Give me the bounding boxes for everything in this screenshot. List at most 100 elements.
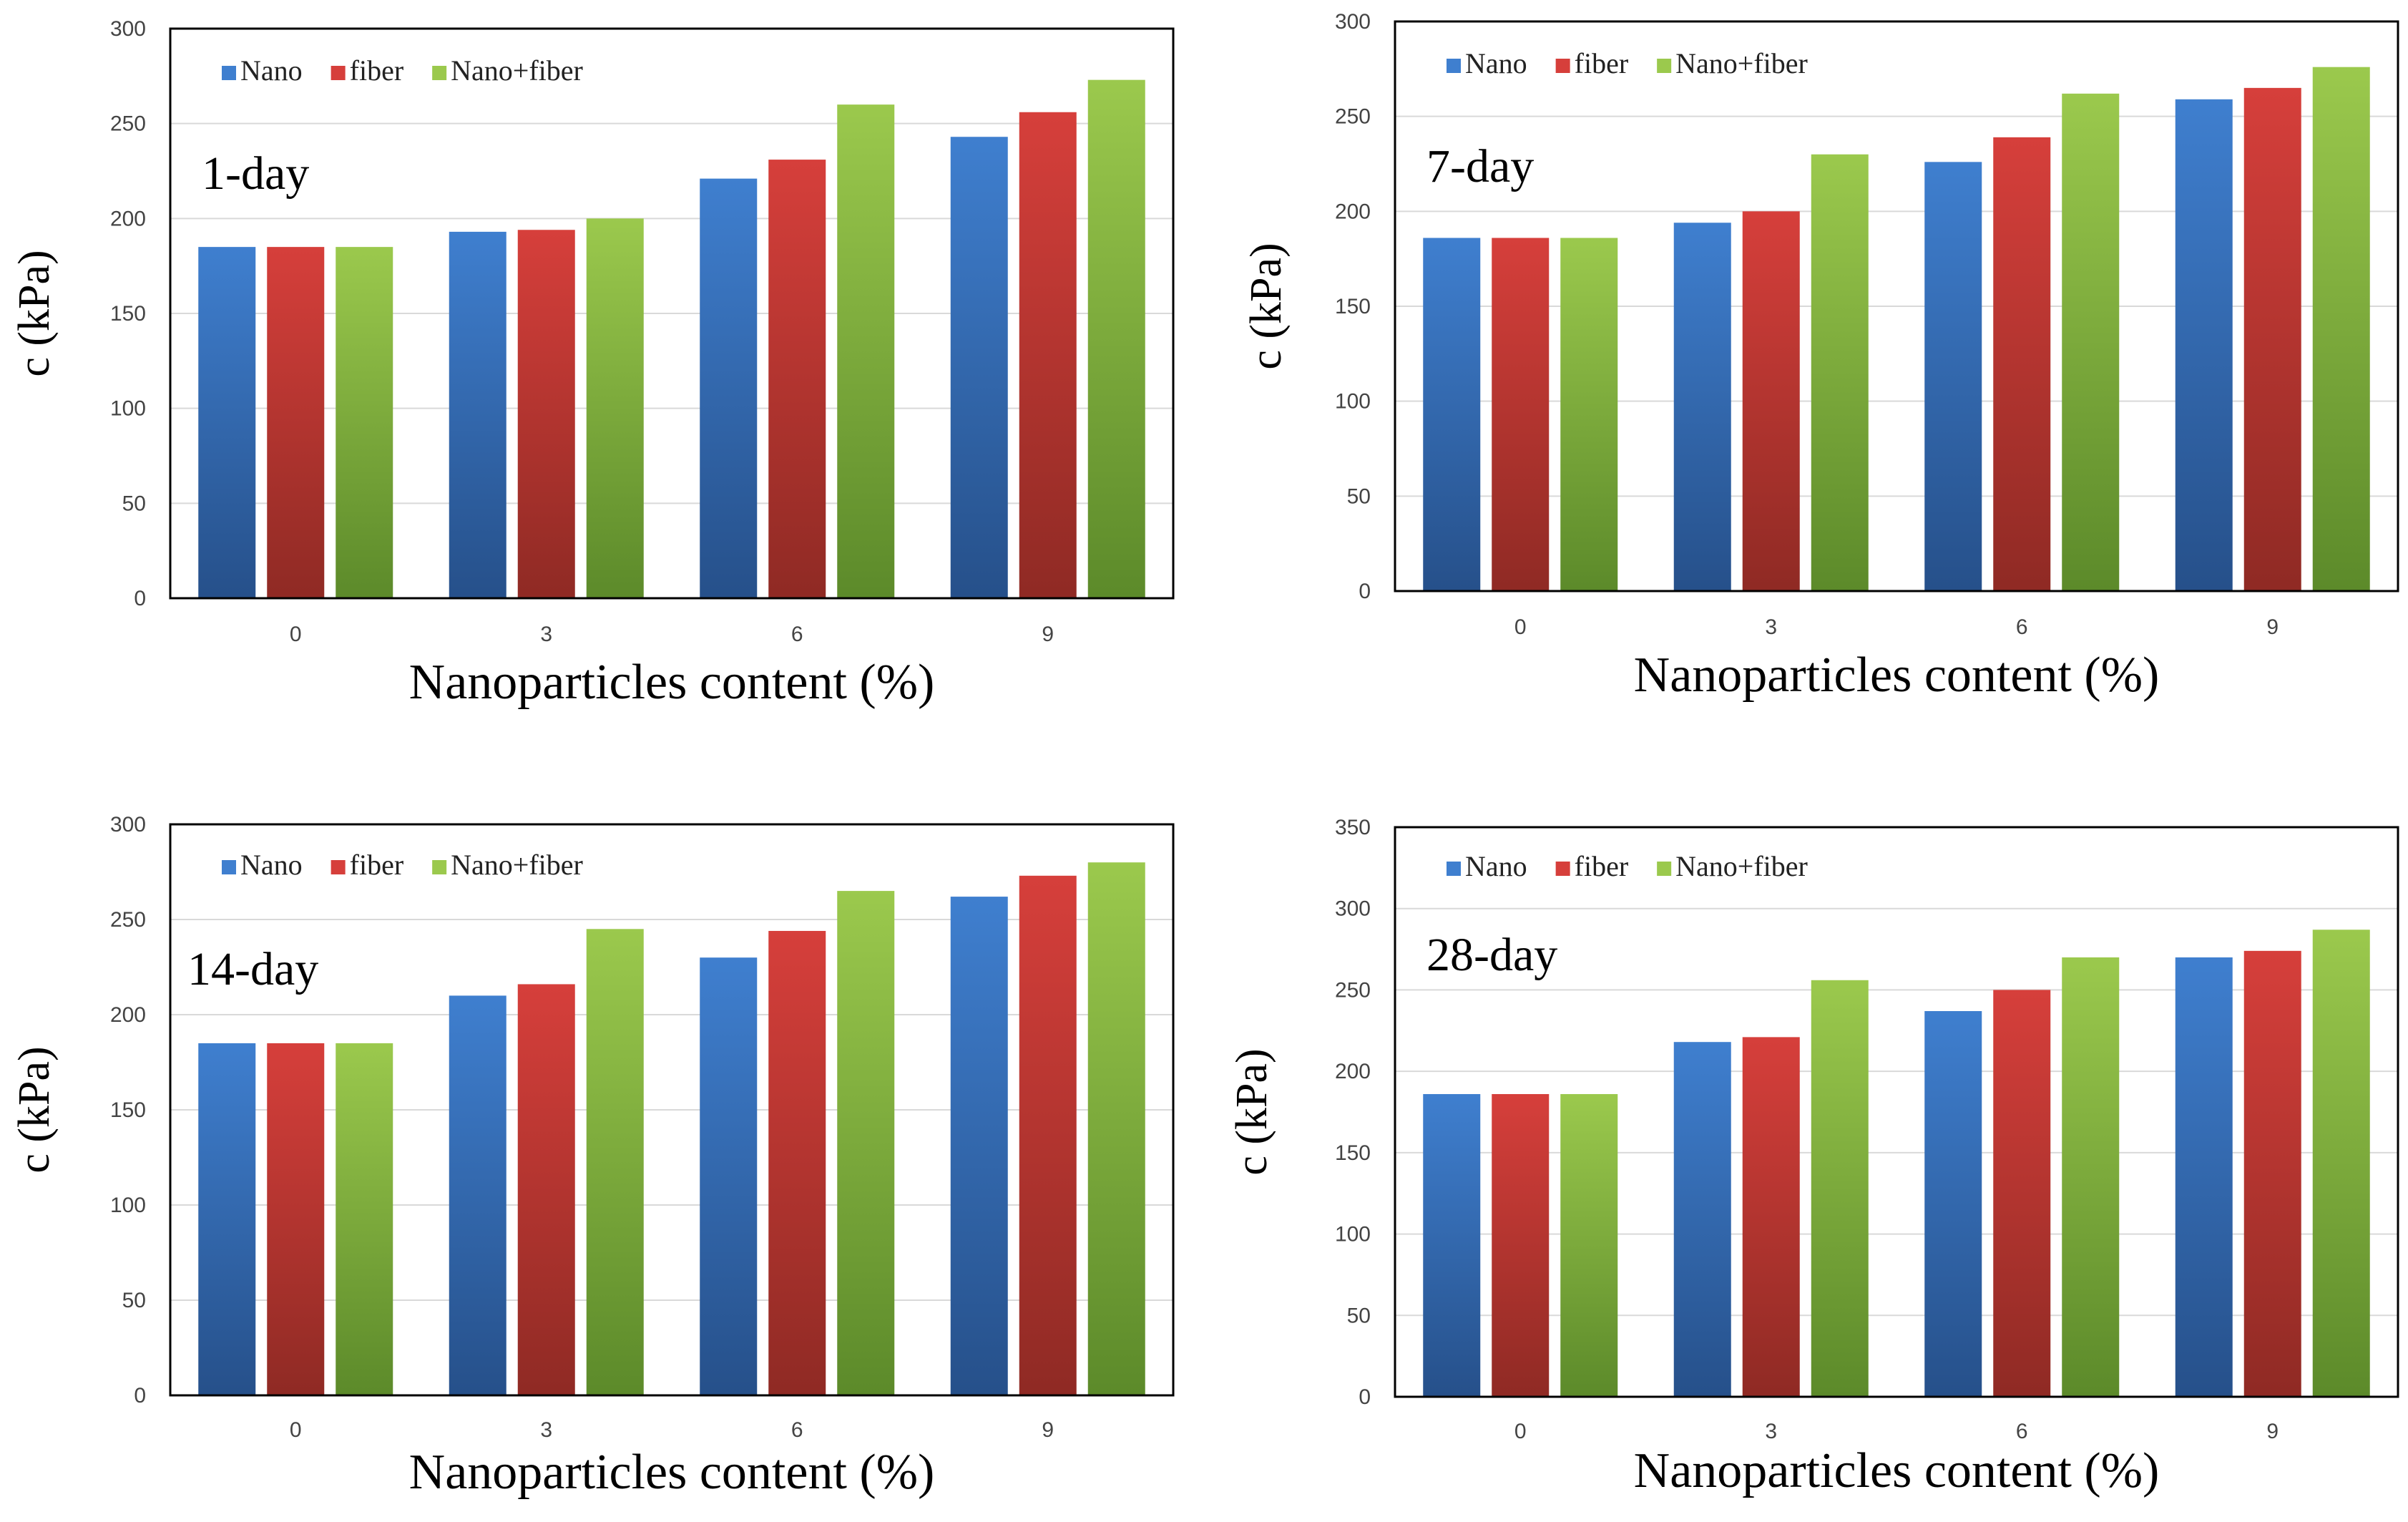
bar-nano-0 (1423, 238, 1481, 591)
y-axis-label: c (kPa) (10, 1046, 59, 1173)
legend-label: Nano (1465, 850, 1527, 882)
bar-nano-plus-fiber-0 (336, 247, 393, 598)
x-tick-label: 9 (1042, 1418, 1054, 1442)
y-tick-label: 300 (110, 813, 146, 836)
y-tick-label: 250 (1335, 105, 1371, 129)
y-tick-label: 200 (110, 207, 146, 230)
y-tick-label: 150 (1335, 1141, 1371, 1165)
y-tick-label: 100 (1335, 1223, 1371, 1247)
legend-label: Nano (1465, 47, 1527, 79)
bar-nano-plus-fiber-9 (1087, 862, 1145, 1395)
bar-nano-9 (950, 897, 1008, 1395)
bar-nano-6 (700, 957, 758, 1395)
x-axis-label: Nanoparticles content (%) (1634, 648, 2160, 703)
legend-label: fiber (350, 849, 404, 881)
x-tick-label: 3 (1765, 615, 1777, 639)
x-tick-label: 9 (2266, 615, 2279, 639)
bar-fiber-6 (1993, 137, 2051, 591)
bar-nano-3 (449, 995, 506, 1395)
legend-swatch-nano-plus-fiber (432, 66, 447, 80)
y-tick-label: 0 (1359, 580, 1371, 603)
y-tick-label: 50 (122, 492, 146, 515)
y-axis-label: c (kPa) (1242, 243, 1291, 369)
y-tick-label: 300 (110, 17, 146, 41)
plot-frame (169, 823, 1175, 1397)
panel-annotation: 1-day (202, 147, 309, 200)
bar-nano-3 (1673, 1042, 1731, 1397)
legend-label: Nano+fiber (451, 849, 583, 881)
y-tick-label: 50 (1347, 1304, 1371, 1327)
legend-label: Nano (240, 849, 303, 881)
bar-nano-plus-fiber-0 (1560, 1093, 1618, 1397)
x-axis-label: Nanoparticles content (%) (409, 655, 935, 710)
bar-fiber-6 (768, 160, 826, 598)
legend-label: fiber (350, 54, 404, 87)
y-axis-label: c (kPa) (1228, 1048, 1276, 1175)
x-tick-label: 6 (791, 623, 803, 646)
x-tick-label: 6 (2016, 615, 2028, 639)
bar-nano-plus-fiber-3 (586, 929, 644, 1395)
legend-swatch-nano-plus-fiber (1657, 59, 1672, 73)
y-tick-label: 200 (1335, 200, 1371, 223)
x-tick-label: 0 (290, 623, 302, 646)
bar-nano-3 (449, 231, 506, 598)
y-tick-label: 350 (1335, 816, 1371, 839)
legend-swatch-nano-plus-fiber (1657, 862, 1672, 876)
y-tick-label: 150 (110, 1098, 146, 1122)
panel-annotation: 7-day (1426, 140, 1534, 192)
bar-fiber-6 (768, 930, 826, 1395)
bar-nano-9 (2175, 99, 2233, 591)
legend-label: Nano+fiber (451, 54, 583, 87)
bar-fiber-9 (2243, 87, 2301, 591)
bar-nano-plus-fiber-9 (2312, 930, 2370, 1397)
bar-fiber-9 (1019, 875, 1077, 1395)
legend-swatch-nano (1447, 59, 1461, 73)
y-axis-label: c (kPa) (10, 250, 59, 376)
x-axis-label: Nanoparticles content (%) (1634, 1443, 2160, 1498)
y-tick-label: 0 (134, 1384, 146, 1408)
y-tick-label: 50 (1347, 484, 1371, 508)
bar-fiber-9 (2243, 950, 2301, 1397)
bar-fiber-0 (1492, 1093, 1550, 1397)
y-tick-label: 150 (1335, 295, 1371, 318)
bar-nano-6 (1924, 1010, 1982, 1397)
legend-swatch-fiber (1555, 862, 1570, 876)
legend-swatch-nano-plus-fiber (432, 860, 447, 874)
y-tick-label: 150 (110, 302, 146, 326)
y-tick-label: 0 (134, 587, 146, 610)
y-tick-label: 250 (1335, 978, 1371, 1002)
bar-nano-6 (1924, 162, 1982, 591)
x-tick-label: 0 (1514, 615, 1527, 639)
legend-swatch-fiber (331, 860, 346, 874)
y-tick-label: 300 (1335, 10, 1371, 34)
legend-swatch-nano (222, 66, 236, 80)
x-tick-label: 9 (1042, 623, 1054, 646)
y-tick-label: 200 (110, 1003, 146, 1027)
chart-panel-1-day: 0 50 100 150 200 250 300 0 3 6 9 Nano fiber Nano+fibe… (10, 17, 1175, 710)
x-axis-label: Nanoparticles content (%) (409, 1445, 935, 1500)
bar-fiber-3 (1742, 1037, 1800, 1397)
bar-fiber-0 (1492, 238, 1550, 591)
bar-fiber-0 (267, 1043, 325, 1395)
bar-nano-plus-fiber-6 (2062, 93, 2120, 591)
legend-swatch-fiber (331, 66, 346, 80)
bar-nano-plus-fiber-6 (837, 104, 895, 599)
plot-frame (169, 27, 1175, 600)
bar-fiber-3 (517, 984, 575, 1395)
y-tick-label: 0 (1359, 1385, 1371, 1409)
bar-nano-plus-fiber-6 (2062, 957, 2120, 1397)
chart-panel-7-day: 0 50 100 150 200 250 300 0 3 6 9 Nano fiber Nano+fibe… (1242, 10, 2399, 703)
bar-nano-6 (700, 178, 758, 598)
bar-nano-3 (1673, 223, 1731, 592)
legend-label: Nano (240, 54, 303, 87)
bar-nano-plus-fiber-0 (1560, 238, 1618, 591)
bar-fiber-0 (267, 247, 325, 598)
bar-nano-plus-fiber-3 (1811, 154, 1869, 591)
bar-nano-plus-fiber-9 (2312, 67, 2370, 592)
x-tick-label: 0 (290, 1418, 302, 1442)
panel-annotation: 14-day (187, 943, 318, 995)
y-tick-label: 100 (1335, 390, 1371, 414)
bar-nano-9 (2175, 957, 2233, 1397)
plot-frame (1394, 826, 2399, 1398)
